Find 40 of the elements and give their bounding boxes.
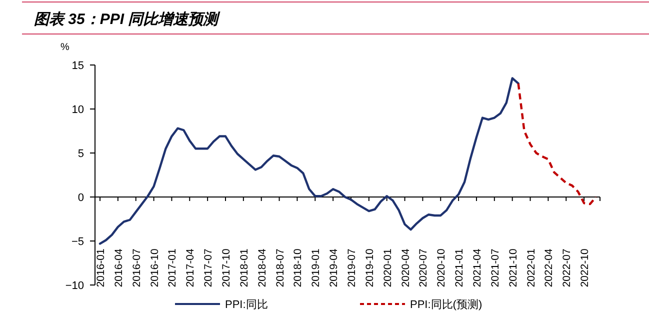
x-tick-label: 2021-01 xyxy=(454,248,466,288)
x-tick-label: 2021-10 xyxy=(507,248,520,288)
x-tick-label: 2018-07 xyxy=(274,248,286,288)
legend-label: PPI:同比(预测) xyxy=(410,298,482,311)
x-tick-label: 2020-07 xyxy=(418,248,430,288)
x-tick-label: 2022-01 xyxy=(525,248,538,288)
y-tick-label: 10 xyxy=(72,104,84,116)
x-tick-label: 2016-04 xyxy=(112,248,125,288)
x-tick-label: 2020-01 xyxy=(382,248,394,288)
x-tick-label: 2020-04 xyxy=(400,248,412,288)
x-tick-label: 2016-07 xyxy=(130,248,143,288)
x-tick-label: 2022-07 xyxy=(561,248,574,288)
x-tick-label: 2019-04 xyxy=(328,248,340,288)
line-series xyxy=(98,77,520,245)
x-tick-label: 2021-07 xyxy=(489,248,502,288)
x-tick-label: 2017-04 xyxy=(184,248,197,288)
x-tick-label: 2019-07 xyxy=(346,248,358,288)
x-tick-label: 2020-10 xyxy=(436,248,448,288)
x-tick-label: 2016-01 xyxy=(95,248,107,288)
x-tick-label: 2017-10 xyxy=(220,248,232,288)
x-tick-label: 2019-01 xyxy=(310,248,322,288)
x-tick-label: 2017-01 xyxy=(166,248,179,288)
legend-label: PPI:同比 xyxy=(225,298,268,311)
y-tick-label: 15 xyxy=(72,60,84,72)
x-tick-label: 2017-07 xyxy=(202,248,215,288)
y-tick-label: 5 xyxy=(78,148,84,160)
x-tick-label: 2022-10 xyxy=(579,248,592,288)
line-series xyxy=(517,82,598,206)
y-axis-title: % xyxy=(60,42,70,53)
chart-title: 图表 35：PPI 同比增速预测 xyxy=(34,11,222,28)
y-tick-label: −5 xyxy=(71,236,84,248)
x-tick-label: 2016-10 xyxy=(148,248,161,288)
x-tick-label: 2021-04 xyxy=(471,248,484,288)
x-tick-label: 2018-10 xyxy=(292,248,304,288)
x-tick-label: 2022-04 xyxy=(543,248,556,288)
y-tick-label: 0 xyxy=(78,192,84,204)
y-tick-label: −10 xyxy=(65,280,84,292)
x-tick-label: 2019-10 xyxy=(364,248,376,288)
x-tick-label: 2018-04 xyxy=(256,248,268,288)
x-tick-label: 2018-01 xyxy=(238,248,250,288)
